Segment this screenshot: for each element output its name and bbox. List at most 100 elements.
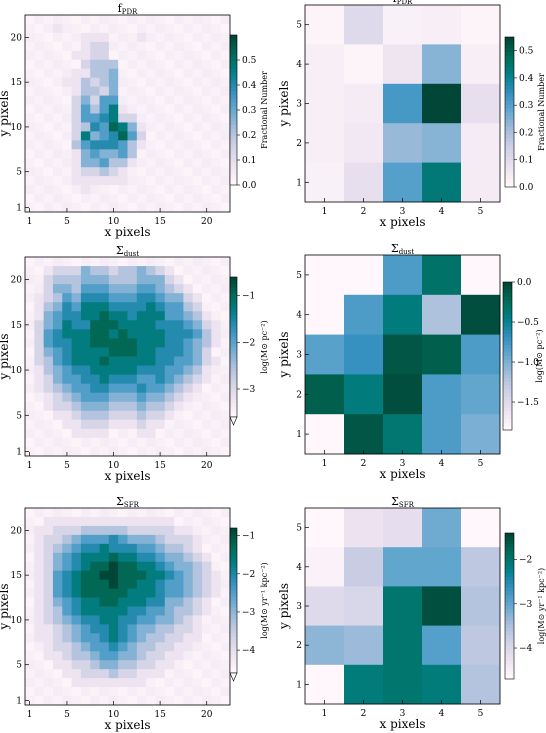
heatmap-cell: [99, 95, 110, 105]
y-axis-label: y pixels: [277, 81, 291, 128]
heatmap-cell: [192, 579, 203, 589]
heatmap-cell: [52, 561, 63, 572]
heatmap-cell: [164, 570, 175, 581]
y-tick-label: 1: [16, 447, 22, 457]
colorbar-segment: [505, 675, 514, 680]
colorbar-segment: [230, 406, 237, 411]
colorbar-segment: [505, 624, 514, 629]
heatmap-cell: [80, 606, 91, 616]
heatmap-cell: [118, 383, 128, 394]
heatmap-cell: [174, 104, 184, 114]
heatmap-cell: [220, 392, 231, 403]
y-tick-label: 10: [11, 123, 23, 133]
heatmap-cell: [155, 140, 166, 150]
heatmap-cell: [422, 334, 462, 375]
heatmap-cell: [108, 660, 119, 670]
colorbar-segment: [230, 308, 237, 313]
colorbar-segment: [230, 389, 237, 393]
heatmap-cell: [25, 122, 35, 132]
heatmap-cell: [71, 203, 82, 213]
heatmap-cell: [43, 302, 54, 312]
heatmap-cell: [25, 552, 35, 563]
heatmap-cell: [183, 194, 194, 204]
heatmap-cell: [34, 579, 45, 589]
heatmap-cell: [62, 615, 72, 625]
heatmap-cell: [118, 149, 128, 159]
heatmap-cell: [192, 696, 203, 706]
heatmap-cell: [99, 669, 110, 679]
heatmap-cell: [90, 356, 100, 366]
x-axis-label: x pixels: [380, 717, 426, 731]
x-tick-label: 1: [322, 207, 328, 217]
heatmap-cell: [174, 525, 184, 536]
heatmap-cell: [146, 642, 156, 652]
heatmap-cell: [192, 176, 203, 186]
heatmap-cell: [90, 437, 100, 448]
x-tick-label: 3: [400, 459, 406, 469]
heatmap-cell: [71, 437, 82, 448]
heatmap-cell: [192, 167, 203, 177]
colorbar-segment: [230, 636, 237, 641]
heatmap-cell: [71, 347, 82, 357]
heatmap-cell: [174, 660, 184, 670]
heatmap-cell: [220, 374, 231, 385]
heatmap-cell: [71, 687, 82, 697]
heatmap-cell: [461, 83, 501, 124]
heatmap-cell: [202, 579, 212, 589]
heatmap-cell: [71, 86, 82, 96]
heatmap-cell: [25, 59, 35, 70]
heatmap-cell: [34, 68, 45, 79]
heatmap-cell: [62, 651, 72, 661]
heatmap-cell: [192, 203, 203, 213]
colorbar-segment: [505, 59, 514, 64]
y-tick-label: 1: [16, 204, 22, 214]
colorbar-tick-label: 0.4: [242, 81, 257, 91]
heatmap-cell: [43, 95, 54, 105]
heatmap-cell: [62, 95, 72, 105]
heatmap-cell: [99, 660, 110, 670]
heatmap-cell: [25, 131, 35, 141]
heatmap-cell: [127, 194, 138, 204]
heatmap-cell: [90, 158, 100, 168]
heatmap-cell: [127, 329, 138, 339]
heatmap-cell: [34, 552, 45, 563]
heatmap-cell: [220, 561, 231, 572]
heatmap-cell: [127, 95, 138, 105]
heatmap-cell: [202, 32, 212, 43]
heatmap-cell: [25, 687, 35, 697]
colorbar-segment: [230, 396, 237, 400]
heatmap-cell: [155, 77, 166, 88]
heatmap-cell: [192, 95, 203, 105]
colorbar-segment: [505, 44, 514, 49]
y-tick-label: 1: [296, 680, 302, 690]
heatmap-cell: [34, 86, 45, 96]
heatmap-cell: [52, 338, 63, 348]
heatmap-cell: [62, 194, 72, 204]
heatmap-cell: [118, 534, 128, 545]
heatmap-cell: [192, 633, 203, 643]
heatmap-cell: [62, 113, 72, 123]
heatmap-cell: [202, 374, 212, 385]
colorbar-tick-label: 0.0: [242, 181, 257, 191]
heatmap-cell: [80, 615, 91, 625]
heatmap-cell: [164, 158, 175, 168]
heatmap-cell: [183, 624, 194, 634]
heatmap-cell: [174, 158, 184, 168]
heatmap-cell: [174, 185, 184, 195]
heatmap-cell: [183, 606, 194, 616]
heatmap-cell: [174, 302, 184, 312]
heatmap-cell: [52, 329, 63, 339]
heatmap-cell: [52, 678, 63, 688]
heatmap-cell: [146, 275, 156, 285]
colorbar-segment: [505, 104, 514, 109]
heatmap-cell: [183, 534, 194, 545]
heatmap-cell: [62, 77, 72, 88]
colorbar-tick-label: −4: [519, 644, 533, 654]
heatmap-cell: [34, 149, 45, 159]
heatmap-cell: [108, 624, 119, 634]
heatmap-cell: [99, 41, 110, 52]
heatmap-cell: [25, 329, 35, 339]
heatmap-cell: [155, 311, 166, 321]
heatmap-cell: [202, 561, 212, 572]
